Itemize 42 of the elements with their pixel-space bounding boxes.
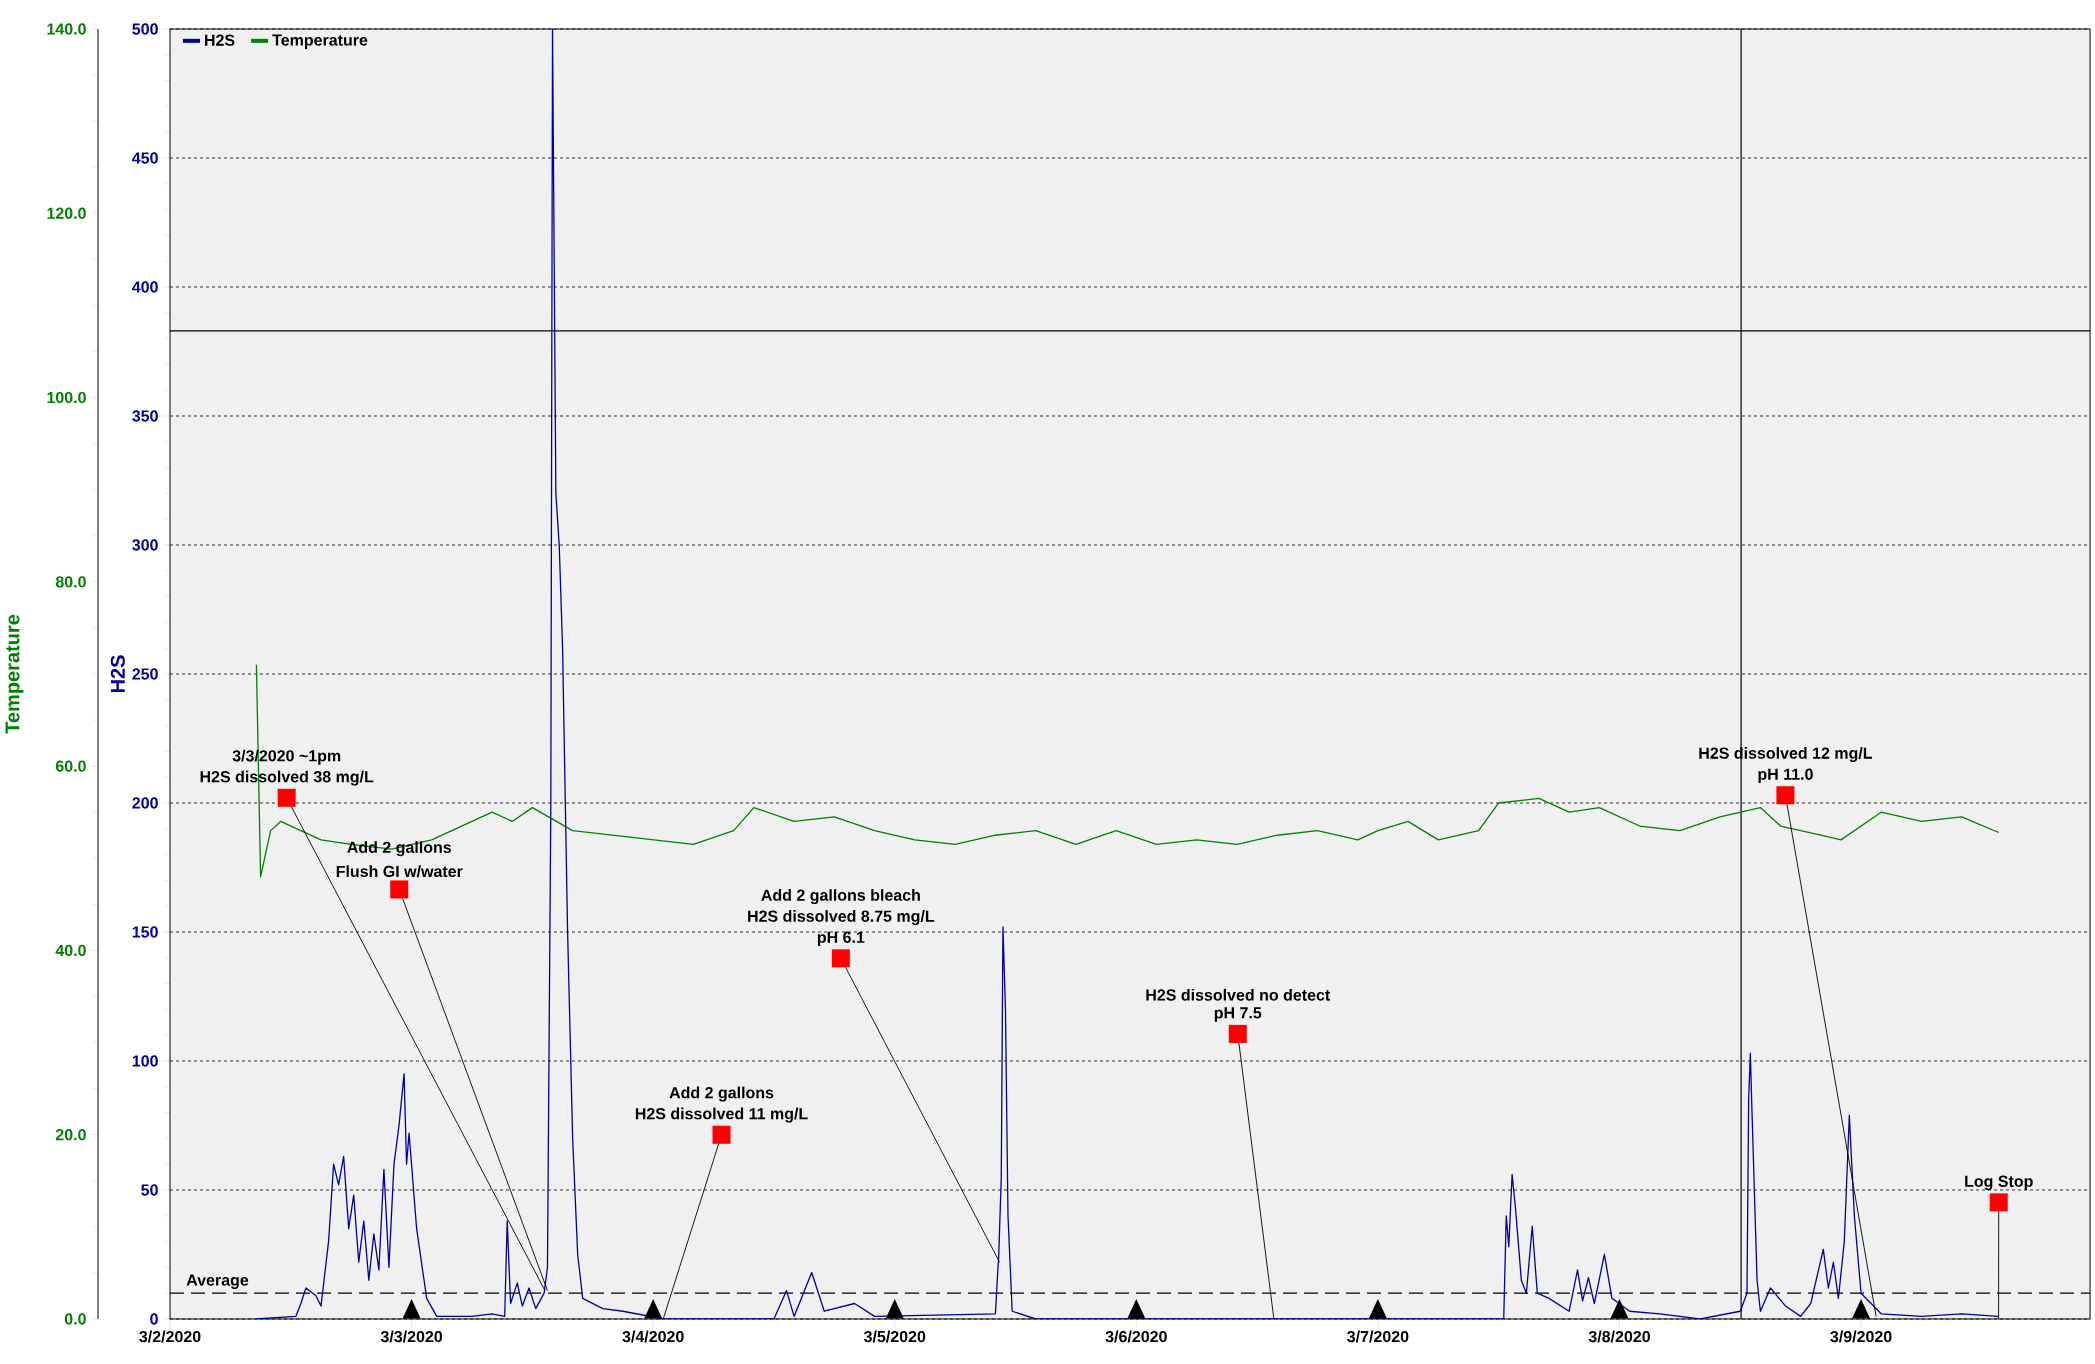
annotation: Add 2 gallons bleach xyxy=(761,889,920,905)
annotation: pH 11.0 xyxy=(1758,768,1813,784)
x-tick-label: 3/8/2020 xyxy=(1588,1330,1650,1343)
y-tick-label: 50 xyxy=(141,1184,158,1196)
annotation: pH 7.5 xyxy=(1214,1007,1262,1022)
y2-tick-label: 140.0 xyxy=(47,23,86,35)
x-tick-label: 3/2/2020 xyxy=(139,1330,201,1343)
annotation: Add 2 gallons xyxy=(669,1086,774,1102)
y2-tick-label: 80.0 xyxy=(55,576,86,588)
annotation: H2S dissolved 8.75 mg/L xyxy=(748,910,935,926)
y-tick-label: 200 xyxy=(132,797,158,809)
y-tick-label: 300 xyxy=(132,539,158,551)
y2-tick-label: 40.0 xyxy=(55,944,86,957)
y-tick-label: 350 xyxy=(132,410,158,422)
legend-label: H2S xyxy=(205,34,235,46)
y-tick-label: 250 xyxy=(132,668,158,680)
annotation: Flush GI w/water xyxy=(336,865,463,878)
y2-tick-label: 100.0 xyxy=(47,391,86,404)
y-axis-title: H2S xyxy=(110,655,125,693)
y2-tick-label: 120.0 xyxy=(47,207,86,219)
y2-tick-label: 20.0 xyxy=(55,1129,86,1141)
y-tick-label: 450 xyxy=(132,152,158,164)
annotation: Log Stop xyxy=(1965,1175,2033,1191)
y2-axis-title: Temperature xyxy=(5,614,24,734)
y-tick-label: 500 xyxy=(132,23,158,35)
x-tick-label: 3/4/2020 xyxy=(622,1330,684,1343)
ref-line-label: Average xyxy=(186,1274,249,1289)
x-tick-label: 3/5/2020 xyxy=(863,1330,926,1343)
x-tick-label: 3/6/2020 xyxy=(1105,1330,1167,1343)
y-tick-label: 150 xyxy=(132,926,158,938)
y-tick-label: 400 xyxy=(132,281,158,293)
y2-tick-label: 60.0 xyxy=(55,760,86,772)
annotation: H2S dissolved no detect xyxy=(1146,988,1331,1001)
annotation: H2S dissolved 11 mg/L xyxy=(635,1107,808,1123)
x-tick-label: 3/9/2020 xyxy=(1830,1330,1892,1343)
x-tick-label: 3/7/2020 xyxy=(1347,1330,1409,1343)
y2-tick-label: 0.0 xyxy=(64,1313,86,1325)
annotation: pH 6.1 xyxy=(817,931,865,947)
y-tick-label: 0 xyxy=(150,1313,158,1325)
x-tick-label: 3/3/2020 xyxy=(380,1330,443,1343)
y-tick-label: 100 xyxy=(132,1055,158,1067)
legend-label: Temperature xyxy=(272,34,368,49)
